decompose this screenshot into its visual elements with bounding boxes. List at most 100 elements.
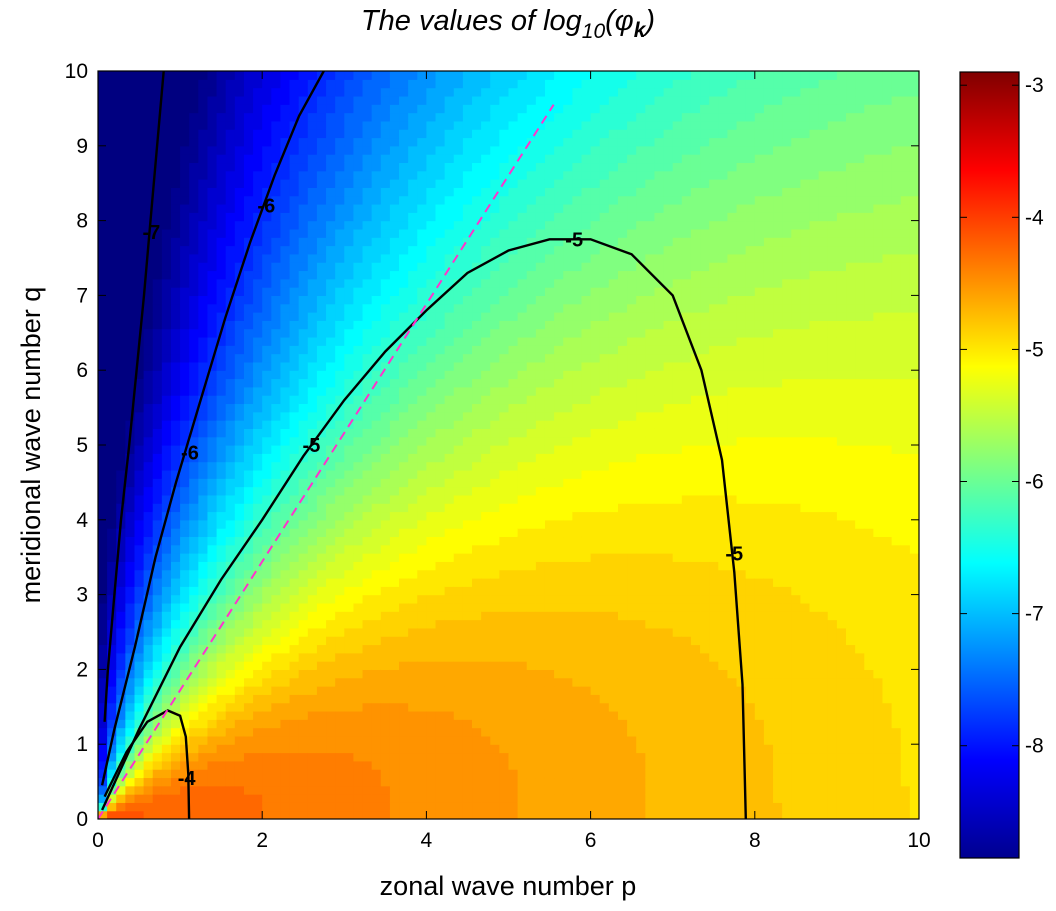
heatmap-cell [307,145,318,155]
heatmap-cell [271,752,282,762]
heatmap-cell [517,237,528,247]
heatmap-cell [499,611,510,621]
heatmap-cell [161,461,172,471]
heatmap-cell [508,594,519,604]
heatmap-cell [535,744,546,754]
heatmap-cell [326,420,336,429]
heatmap-cell [280,129,291,139]
heatmap-cell [289,478,300,488]
heatmap-cell [435,586,446,596]
heatmap-cell [472,494,482,504]
heatmap-cell [180,644,190,654]
heatmap-cell [453,262,464,272]
heatmap-cell [180,162,190,172]
heatmap-cell [262,328,272,338]
heatmap-cell [362,553,373,562]
heatmap-cell [253,303,263,313]
heatmap-cell [161,569,172,579]
heatmap-cell [563,112,573,122]
heatmap-cell [243,636,254,646]
heatmap-cell [544,345,555,355]
heatmap-cell [234,445,245,454]
heatmap-cell [189,561,199,571]
heatmap-cell [143,785,154,795]
heatmap-cell [526,278,537,288]
heatmap-cell [298,594,309,604]
heatmap-cell [380,79,391,89]
heatmap-cell [170,669,181,679]
heatmap-cell [462,370,473,380]
heatmap-cell [444,137,455,147]
heatmap-cell [98,71,108,80]
heatmap-cell [499,87,510,97]
heatmap-cell [271,802,282,812]
heatmap-cell [243,478,254,488]
heatmap-cell [326,785,336,795]
heatmap-cell [98,627,108,637]
heatmap-cell [307,453,318,463]
heatmap-cell [225,87,236,97]
heatmap-cell [289,594,300,604]
heatmap-cell [289,469,300,479]
heatmap-cell [289,686,300,695]
heatmap-cell [590,719,601,729]
heatmap-cell [262,411,272,421]
heatmap-cell [499,345,510,355]
heatmap-cell [472,195,482,205]
heatmap-cell [125,694,136,704]
heatmap-cell [353,278,364,288]
heatmap-cell [426,694,437,704]
heatmap-cell [134,586,145,596]
heatmap-cell [143,611,154,621]
heatmap-cell [408,187,418,197]
heatmap-cell [152,303,163,313]
heatmap-cell [462,245,473,255]
heatmap-cell [134,794,145,803]
heatmap-cell [499,677,510,687]
heatmap-cell [234,561,245,571]
heatmap-cell [462,544,473,554]
heatmap-cell [98,228,108,238]
heatmap-cell [353,553,364,562]
heatmap-cell [326,577,336,587]
heatmap-cell [207,611,218,621]
heatmap-cell [490,528,500,538]
heatmap-cell [198,594,209,604]
heatmap-cell [98,544,108,554]
heatmap-cell [408,336,418,346]
heatmap-cell [544,203,555,213]
heatmap-cell [189,253,199,263]
heatmap-cell [271,361,282,371]
heatmap-cell [170,370,181,380]
heatmap-cell [344,777,355,787]
heatmap-cell [225,345,236,355]
heatmap-cell [107,802,117,812]
heatmap-cell [307,503,318,513]
heatmap-cell [262,245,272,255]
heatmap-cell [298,519,309,529]
heatmap-cell [508,760,519,770]
heatmap-cell [353,710,364,720]
heatmap-cell [253,170,263,180]
heatmap-cell [399,87,409,97]
heatmap-cell [526,395,537,405]
heatmap-cell [481,262,491,272]
heatmap-cell [481,411,491,421]
heatmap-cell [143,328,154,338]
heatmap-cell [499,644,510,654]
heatmap-cell [116,353,126,363]
heatmap-cell [371,386,382,396]
heatmap-cell [161,636,172,646]
heatmap-cell [472,245,482,255]
heatmap-cell [472,395,482,405]
heatmap-cell [380,503,391,513]
heatmap-cell [98,702,108,712]
heatmap-cell [380,137,391,147]
heatmap-cell [298,602,309,612]
heatmap-cell [444,519,455,529]
heatmap-cell [326,511,336,521]
heatmap-cell [380,262,391,272]
heatmap-cell [490,577,500,587]
heatmap-cell [116,278,126,288]
heatmap-cell [544,777,555,787]
